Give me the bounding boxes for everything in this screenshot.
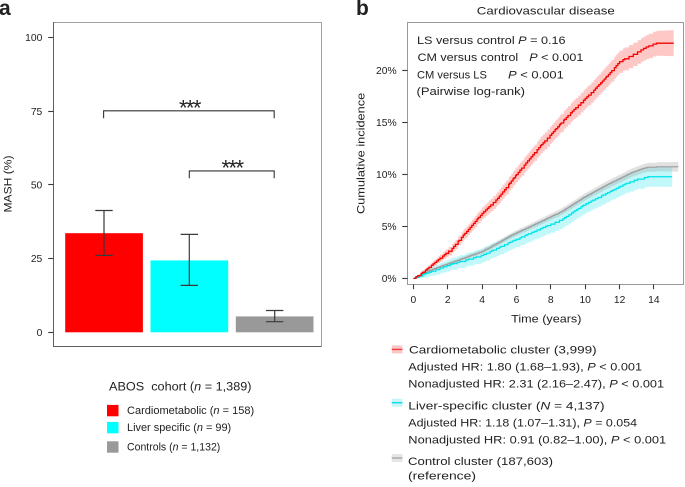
svg-text:P < 0.001: P < 0.001 [529, 52, 583, 64]
svg-text:50: 50 [31, 181, 43, 192]
svg-text:100: 100 [25, 33, 42, 44]
svg-text:Control cluster (187,603): Control cluster (187,603) [408, 456, 553, 468]
svg-text:10%: 10% [376, 170, 397, 181]
svg-text:Nonadjusted HR: 2.31 (2.16–2.4: Nonadjusted HR: 2.31 (2.16–2.47), P < 0.… [408, 378, 664, 390]
svg-text:***: *** [222, 156, 245, 181]
svg-text:10: 10 [579, 295, 591, 306]
svg-text:15%: 15% [376, 118, 397, 129]
svg-text:ABOS cohort (n = 1,389): ABOS cohort (n = 1,389) [109, 382, 252, 394]
svg-text:5%: 5% [382, 222, 397, 233]
svg-text:0: 0 [411, 295, 417, 306]
svg-text:Liver specific (n = 99): Liver specific (n = 99) [127, 422, 231, 434]
svg-text:P < 0.001: P < 0.001 [508, 69, 564, 81]
svg-text:Time (years): Time (years) [511, 313, 582, 325]
svg-text:Cardiometabolic cluster (3,999: Cardiometabolic cluster (3,999) [409, 345, 597, 357]
svg-text:Adjusted HR: 1.18 (1.07–1.31),: Adjusted HR: 1.18 (1.07–1.31), P = 0.054 [408, 418, 637, 430]
svg-text:a: a [0, 0, 11, 20]
svg-text:Cardiovascular disease: Cardiovascular disease [477, 5, 615, 17]
svg-text:(reference): (reference) [408, 470, 476, 482]
svg-text:Controls (n = 1,132): Controls (n = 1,132) [127, 441, 221, 453]
svg-text:LS versus control P = 0.16: LS versus control P = 0.16 [417, 35, 566, 47]
svg-text:8: 8 [548, 295, 554, 306]
svg-text:Cumulative incidence: Cumulative incidence [356, 93, 368, 214]
svg-text:Cardiometabolic (n = 158): Cardiometabolic (n = 158) [127, 405, 254, 417]
svg-text:(Pairwise log-rank): (Pairwise log-rank) [417, 86, 526, 98]
svg-text:4: 4 [479, 295, 485, 306]
svg-text:2: 2 [445, 295, 451, 306]
svg-text:14: 14 [648, 295, 660, 306]
svg-text:20%: 20% [376, 66, 397, 77]
svg-text:b: b [356, 0, 369, 20]
svg-text:12: 12 [614, 295, 626, 306]
svg-text:Liver-specific cluster (N = 4,: Liver-specific cluster (N = 4,137) [408, 400, 605, 412]
svg-text:Nonadjusted HR: 0.91 (0.82–1.0: Nonadjusted HR: 0.91 (0.82–1.00), P < 0.… [408, 435, 666, 447]
svg-text:MASH (%): MASH (%) [3, 155, 15, 212]
svg-text:0: 0 [37, 328, 43, 339]
svg-text:6: 6 [514, 295, 520, 306]
svg-text:75: 75 [31, 107, 43, 118]
svg-text:0%: 0% [382, 274, 397, 285]
svg-text:***: *** [179, 95, 202, 120]
svg-text:CM versus LS: CM versus LS [417, 69, 487, 81]
svg-text:Adjusted HR: 1.80 (1.68–1.93),: Adjusted HR: 1.80 (1.68–1.93), P < 0.001 [408, 361, 642, 373]
svg-text:25: 25 [31, 254, 43, 265]
svg-text:CM versus control: CM versus control [418, 52, 519, 64]
